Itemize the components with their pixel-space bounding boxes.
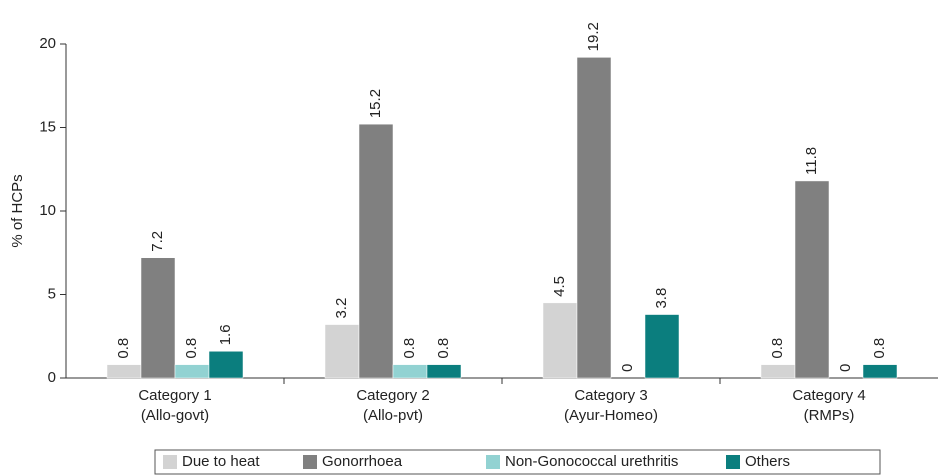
value-label: 0.8 [769,338,786,359]
x-tick-label: Category 2 [356,387,429,404]
legend-swatch [486,455,500,469]
x-tick-label: Category 1 [138,387,211,404]
bar [174,364,210,379]
bar [358,123,394,379]
y-axis-label: % of HCPs [9,174,26,247]
value-label: 3.8 [653,288,670,309]
value-label: 11.8 [803,147,820,175]
bar [324,324,360,379]
value-label: 1.6 [217,324,234,345]
value-label: 7.2 [149,231,166,252]
legend-label: Due to heat [182,453,260,470]
bar [644,314,680,379]
legend-swatch [303,455,317,469]
x-tick-label: (Allo-govt) [141,407,209,424]
bar [208,351,244,379]
bar [140,257,176,379]
value-label: 0.8 [435,338,452,359]
value-label: 4.5 [551,276,568,297]
legend-swatch [726,455,740,469]
value-label: 19.2 [585,22,602,51]
value-label: 3.2 [333,298,350,319]
value-label: 0.8 [115,338,132,359]
bar [426,364,462,379]
legend-label: Non-Gonococcal urethritis [505,453,678,470]
y-tick-label: 20 [39,35,56,52]
y-tick-label: 10 [39,202,56,219]
x-tick-label: (Ayur-Homeo) [564,407,658,424]
x-tick-label: (RMPs) [804,407,855,424]
bar [392,364,428,379]
value-label: 0 [619,364,636,372]
bar [542,302,578,379]
value-label: 0.8 [871,338,888,359]
x-tick-label: (Allo-pvt) [363,407,423,424]
legend-label: Others [745,453,790,470]
x-tick-label: Category 4 [792,387,865,404]
y-tick-label: 15 [39,118,56,135]
legend-box [154,449,881,475]
bar [794,180,830,379]
value-label: 15.2 [367,89,384,118]
value-label: 0.8 [401,338,418,359]
legend-swatch [163,455,177,469]
bar [760,364,796,379]
bar [862,364,898,379]
x-tick-label: Category 3 [574,387,647,404]
legend-label: Gonorrhoea [322,453,403,470]
y-tick-label: 5 [48,285,56,302]
y-tick-label: 0 [48,369,56,386]
value-label: 0.8 [183,338,200,359]
value-label: 0 [837,364,854,372]
bar [576,57,612,379]
bar [106,364,142,379]
